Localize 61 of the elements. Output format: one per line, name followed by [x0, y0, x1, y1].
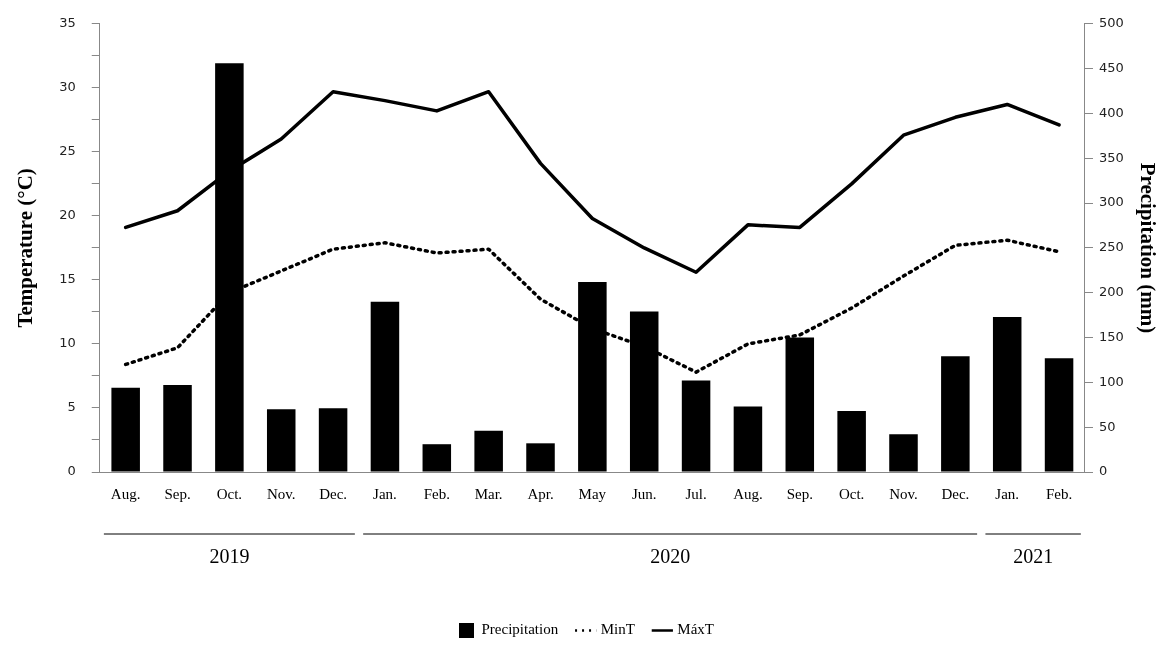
- y-tick-label: 5: [67, 399, 76, 415]
- text: 2020: [650, 545, 691, 568]
- x-tick-label: Jan.: [373, 485, 397, 502]
- x-tick-label: Jul.: [685, 485, 707, 502]
- x-tick-label: Jan.: [995, 485, 1020, 502]
- x-tick-label: Dec.: [319, 485, 348, 502]
- x-tick-label: Dec.: [941, 485, 970, 502]
- y-tick-label: 25: [59, 143, 76, 159]
- x-tick-label: Apr.: [527, 485, 554, 502]
- y-tick-label: 0: [67, 463, 76, 479]
- y2-tick-label: 100: [1098, 373, 1124, 389]
- bar: [992, 316, 1022, 472]
- y2-tick-label: 350: [1098, 149, 1124, 165]
- text: 2021: [1013, 545, 1054, 568]
- bar: [474, 430, 503, 472]
- bar: [526, 443, 555, 472]
- y2-tick-label: 200: [1098, 284, 1124, 300]
- y2-tick-label: 400: [1098, 104, 1124, 120]
- x-tick-label: Oct.: [838, 485, 865, 502]
- x-tick-label: Aug.: [733, 485, 763, 502]
- y2-tick-label: 250: [1098, 239, 1124, 255]
- bar: [111, 387, 140, 472]
- legend-label: MinT: [600, 621, 635, 638]
- x-tick-label: Oct.: [216, 485, 243, 502]
- x-tick-label: Jun.: [631, 485, 657, 502]
- bar: [1044, 358, 1074, 472]
- x-tick-label: Feb.: [423, 485, 450, 502]
- bar: [370, 301, 400, 472]
- legend-label: Precipitation: [481, 621, 559, 638]
- bar: [733, 406, 763, 472]
- bar: [266, 409, 296, 472]
- y2-axis-title: Precipitation (mm): [1135, 162, 1160, 334]
- x-tick-label: Aug.: [110, 485, 141, 502]
- x-tick-label: Nov.: [889, 485, 918, 502]
- x-tick-label: Feb.: [1045, 485, 1073, 502]
- y-tick-label: 15: [59, 271, 76, 287]
- legend-label: MáxT: [677, 621, 714, 638]
- y2-tick-label: 0: [1098, 463, 1108, 479]
- y2-tick-label: 300: [1098, 194, 1124, 210]
- x-tick-label: May: [578, 485, 607, 502]
- y2-tick-label: 150: [1098, 328, 1124, 344]
- bar: [681, 380, 711, 472]
- y-tick-label: 10: [59, 335, 76, 351]
- x-tick-label: Nov.: [266, 485, 296, 502]
- x-tick-label: Sep.: [164, 485, 191, 502]
- x-tick-label: Sep.: [786, 485, 813, 502]
- bar: [889, 434, 918, 472]
- bar: [837, 411, 866, 472]
- bar: [318, 408, 348, 472]
- y-axis-title: Temperature (°C): [13, 168, 38, 328]
- y-tick-label: 20: [59, 207, 76, 223]
- y2-tick-label: 500: [1098, 15, 1124, 31]
- y2-tick-label: 50: [1098, 418, 1116, 434]
- bar: [422, 444, 452, 472]
- y-tick-label: 30: [59, 79, 76, 95]
- bar: [163, 385, 192, 472]
- x-tick-label: Mar.: [474, 485, 503, 502]
- bar: [941, 356, 970, 472]
- y2-tick-label: 450: [1098, 60, 1124, 75]
- y-tick-label: 35: [59, 15, 76, 31]
- text: 2019: [209, 545, 250, 568]
